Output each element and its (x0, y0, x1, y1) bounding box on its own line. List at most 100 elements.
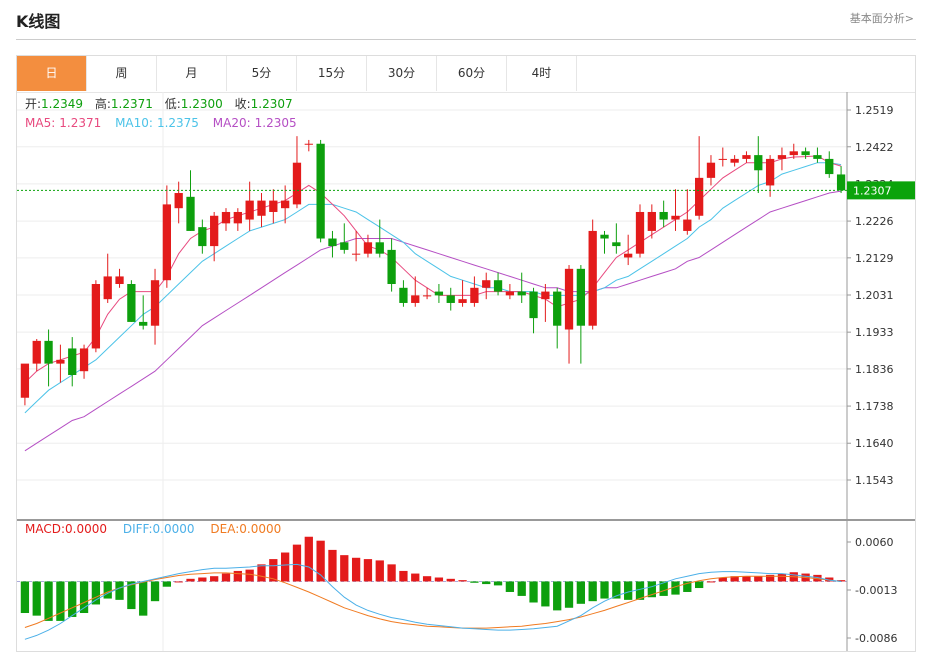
price-tick-label: 1.1543 (855, 474, 894, 487)
macd-value: 0.0000 (65, 522, 107, 536)
macd-group (17, 536, 847, 640)
macd-axis: 0.0060 -0.0013 -0.0086 (847, 536, 897, 645)
macd-bar (20, 581, 30, 614)
ma5-value: 1.2371 (59, 116, 101, 130)
macd-bar (635, 581, 645, 600)
macd-bar (139, 581, 148, 616)
candle-body (434, 291, 444, 296)
candle-body (529, 291, 538, 319)
candle-body (115, 276, 124, 285)
candle-body (411, 295, 420, 303)
macd-bar (624, 581, 633, 600)
macd-bar (328, 549, 337, 582)
macd-bar (257, 564, 266, 582)
candle-body (482, 280, 491, 288)
price-tick-label: 1.2031 (855, 289, 894, 302)
macd-bar (127, 581, 136, 610)
candle-body (659, 211, 668, 220)
macd-bar (813, 574, 822, 582)
low-value: 1.2300 (181, 97, 223, 111)
macd-bar (174, 581, 183, 583)
candle-body (517, 291, 526, 296)
diff-line (24, 563, 842, 640)
dea-value: 0.0000 (239, 522, 281, 536)
fundamental-analysis-link[interactable]: 基本面分析> (849, 12, 914, 25)
candle-body (600, 234, 609, 239)
ma20-line (24, 190, 842, 452)
macd-bar (32, 581, 41, 616)
tab-30min[interactable]: 30分 (367, 56, 437, 91)
macd-bar (44, 581, 53, 621)
macd-tick-label: 0.0060 (855, 536, 894, 549)
tab-month[interactable]: 月 (157, 56, 227, 91)
macd-bar (387, 564, 396, 582)
moving-average-lines (24, 155, 842, 452)
macd-bar (363, 559, 373, 582)
tab-week[interactable]: 周 (87, 56, 157, 91)
candle-body (340, 242, 349, 250)
candle-body (91, 284, 101, 349)
macd-info-line: MACD:0.0000 DIFF:0.0000 DEA:0.0000 (25, 522, 281, 536)
current-price-badge (847, 181, 915, 200)
candle-body (777, 155, 787, 159)
macd-bar (269, 559, 278, 582)
tab-day[interactable]: 日 (17, 56, 87, 91)
ma5-label: MA5: (25, 116, 55, 130)
macd-bar (233, 570, 242, 582)
candle-body (730, 158, 739, 163)
macd-bar (647, 581, 656, 598)
macd-tick-label: -0.0013 (855, 584, 897, 597)
candle-body (68, 348, 77, 375)
candle-body (44, 340, 53, 364)
price-tick-label: 1.1933 (855, 326, 894, 339)
ma10-value: 1.2375 (157, 116, 199, 130)
macd-bar (411, 573, 420, 582)
macd-label: MACD: (25, 522, 65, 536)
candle-body (210, 215, 219, 247)
macd-bar (304, 536, 313, 582)
tab-15min[interactable]: 15分 (297, 56, 367, 91)
ma-info-line: MA5: 1.2371 MA10: 1.2375 MA20: 1.2305 (25, 116, 297, 130)
macd-bar (351, 557, 361, 582)
candle-body (221, 211, 231, 224)
macd-bar (198, 577, 207, 582)
macd-bar (742, 576, 751, 582)
tab-4hour[interactable]: 4时 (507, 56, 577, 91)
macd-bar (777, 573, 787, 582)
ma20-value: 1.2305 (255, 116, 297, 130)
macd-bar (529, 581, 538, 603)
macd-bar (825, 577, 834, 582)
diff-value: 0.0000 (153, 522, 195, 536)
macd-bar (162, 581, 171, 587)
candle-body (588, 230, 597, 326)
candle-body (671, 215, 680, 220)
candle-body (198, 227, 207, 247)
candle-body (174, 193, 183, 209)
candle-body (801, 151, 810, 156)
close-label: 收: (235, 97, 251, 111)
candle-body (789, 151, 798, 156)
macd-bar (836, 580, 846, 582)
macd-bar (115, 581, 124, 600)
macd-bar (576, 581, 585, 604)
candle-body (825, 158, 834, 175)
candlestick-svg[interactable]: 1.25191.24221.23241.22261.21291.20311.19… (17, 92, 915, 651)
tab-5min[interactable]: 5分 (227, 56, 297, 91)
macd-bar (765, 574, 775, 582)
price-tick-label: 1.2519 (855, 104, 894, 117)
current-price-label: 1.2307 (853, 184, 892, 197)
macd-bar (316, 540, 325, 582)
tab-60min[interactable]: 60分 (437, 56, 507, 91)
macd-bar (659, 581, 668, 596)
candle-body (718, 158, 727, 160)
macd-bar (103, 581, 112, 599)
macd-bar (683, 581, 692, 592)
price-tick-label: 1.2422 (855, 141, 894, 154)
candle-body (493, 280, 503, 292)
open-label: 开: (25, 97, 41, 111)
candle-body (446, 295, 455, 303)
dea-label: DEA: (210, 522, 239, 536)
candle-body (233, 211, 242, 224)
macd-bar (754, 576, 763, 582)
candle-body (765, 158, 775, 186)
